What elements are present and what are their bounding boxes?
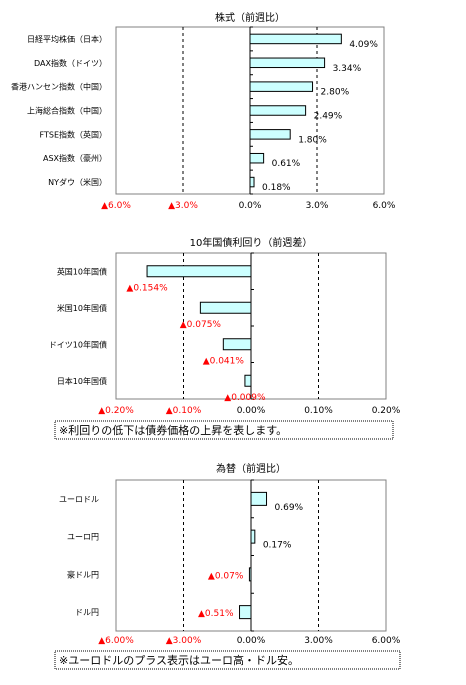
tick-label-2-1: ▲3.00% (166, 636, 202, 646)
tick-label-1-3: 0.10% (304, 406, 333, 416)
bar-0-3 (249, 105, 307, 116)
note-text-2: ※ユーロドルのプラス表示はユーロ高・ドル安。 (59, 653, 299, 667)
tick-label-1-4: 0.20% (372, 406, 401, 416)
category-label-0-5: ASX指数（豪州） (43, 153, 107, 163)
category-label-0-2: 香港ハンセン指数（中国） (11, 82, 107, 92)
category-label-2-1: ユーロ円 (67, 533, 99, 542)
bar-0-0 (249, 33, 342, 45)
value-label-1-0: ▲0.154% (126, 283, 168, 293)
value-label-0-1: 3.34% (333, 64, 362, 74)
bar-1-3 (244, 374, 252, 387)
tick-label-0-3: 3.0% (306, 201, 329, 211)
bar-1-0 (146, 265, 252, 278)
category-label-1-2: ドイツ10年国債 (49, 339, 107, 349)
value-label-2-0: 0.69% (275, 503, 304, 513)
note-text-1: ※利回りの低下は債券価格の上昇を表します。 (59, 423, 287, 437)
tick-label-0-4: 6.0% (373, 201, 396, 211)
category-label-2-3: ドル円 (75, 608, 99, 617)
tick-label-2-3: 3.00% (304, 636, 333, 646)
bar-1-1 (199, 301, 252, 314)
tick-label-0-1: ▲3.0% (168, 201, 198, 211)
bar-1-2 (222, 338, 252, 351)
value-label-0-6: 0.18% (262, 183, 291, 193)
tick-label-2-2: 0.00% (237, 636, 266, 646)
bar-0-4 (249, 129, 291, 140)
value-label-2-2: ▲0.07% (208, 571, 244, 581)
category-label-2-2: 豪ドル円 (67, 569, 99, 579)
tick-label-1-2: 0.00% (237, 406, 266, 416)
category-label-0-3: 上海総合指数（中国） (27, 106, 107, 116)
value-label-1-1: ▲0.075% (180, 320, 222, 330)
bar-2-0 (250, 491, 268, 506)
value-label-0-3: 2.49% (314, 112, 343, 122)
value-label-0-2: 2.80% (321, 88, 350, 98)
value-label-1-2: ▲0.041% (203, 356, 245, 366)
note-box-2 (54, 650, 401, 670)
bar-0-2 (249, 81, 314, 92)
tick-label-0-2: 0.0% (239, 201, 262, 211)
chart-title-1: 10年国債利回り（前週差） (190, 236, 313, 249)
bar-0-1 (249, 57, 326, 69)
category-label-0-4: FTSE指数（英国） (40, 129, 107, 139)
bar-2-1 (250, 529, 256, 544)
category-label-1-0: 英国10年国債 (57, 266, 107, 276)
category-label-1-1: 米国10年国債 (57, 303, 107, 313)
value-label-0-4: 1.80% (298, 135, 327, 145)
bar-0-6 (249, 176, 255, 188)
category-label-1-3: 日本10年国債 (57, 376, 107, 386)
tick-label-0-0: ▲6.0% (101, 201, 131, 211)
bar-2-2 (248, 567, 252, 582)
tick-label-1-1: ▲0.10% (166, 406, 202, 416)
tick-label-1-0: ▲0.20% (98, 406, 134, 416)
value-label-0-5: 0.61% (272, 159, 301, 169)
category-label-2-0: ユーロドル (59, 495, 99, 504)
tick-label-2-4: 6.00% (372, 636, 401, 646)
chart-title-2: 為替（前週比） (216, 462, 286, 475)
category-label-0-1: DAX指数（ドイツ） (34, 58, 107, 68)
tick-label-2-0: ▲6.00% (98, 636, 134, 646)
value-label-2-1: 0.17% (263, 541, 292, 551)
value-label-2-3: ▲0.51% (198, 609, 234, 619)
bar-0-5 (249, 152, 265, 164)
category-label-0-0: 日経平均株価（日本） (27, 34, 107, 44)
chart-title-0: 株式（前週比） (215, 11, 285, 24)
value-label-0-0: 4.09% (349, 40, 378, 50)
bar-2-3 (239, 605, 252, 620)
note-box-1 (54, 420, 394, 440)
value-label-1-3: ▲0.009% (224, 393, 266, 403)
category-label-0-6: NYダウ（米国） (48, 177, 107, 187)
